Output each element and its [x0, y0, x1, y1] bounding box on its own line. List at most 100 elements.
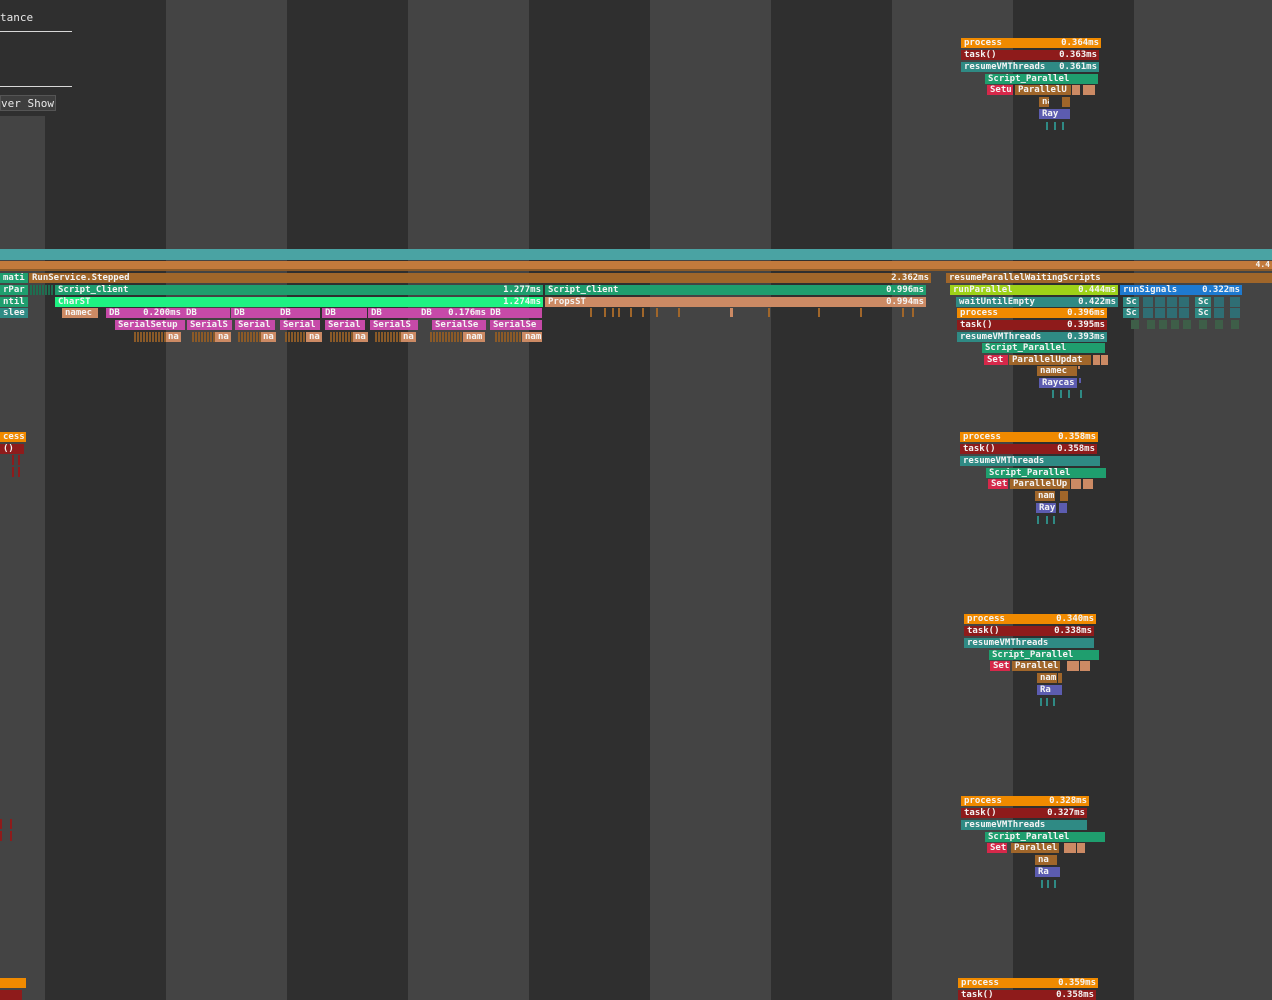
flame-tick [0, 831, 2, 841]
flame-bar-worker[interactable] [0, 990, 22, 1000]
flame-bar-main[interactable]: na [400, 332, 416, 342]
flame-bar-worker[interactable]: process 0.359ms [958, 978, 1098, 988]
flame-bar-worker[interactable]: resumeVMThreads [964, 638, 1094, 648]
flame-bar-main[interactable]: na [352, 332, 368, 342]
flame-bar-main[interactable]: SerialS [187, 320, 232, 330]
flame-bar-worker[interactable]: Set [990, 661, 1010, 671]
flame-bar-worker[interactable]: Setu [987, 85, 1013, 95]
flame-bar-worker[interactable]: Ray [1036, 503, 1056, 513]
flame-bar-worker[interactable]: resumeVMThreads [961, 820, 1087, 830]
flame-bar-worker[interactable]: cess [0, 432, 26, 442]
flame-bar-main[interactable]: CharST 1.274ms [55, 297, 543, 307]
flame-bar-worker[interactable]: Script_Parallel [985, 832, 1105, 842]
flame-bar-duration: 0.338ms [1054, 626, 1092, 636]
flame-bar-worker[interactable]: task() 0.338ms [964, 626, 1094, 636]
flame-bar-main[interactable]: namec [1037, 366, 1077, 376]
flame-bar-main[interactable]: ParallelUpdat [1009, 355, 1091, 365]
flame-bar-worker[interactable]: nam [1039, 97, 1049, 107]
flame-bar-main[interactable]: DB [368, 308, 418, 318]
flame-bar-worker[interactable]: task() 0.358ms [958, 990, 1096, 1000]
flame-bar-main[interactable]: DB 0.176ms [418, 308, 488, 318]
flame-bar-main[interactable]: DB [183, 308, 230, 318]
flame-bar-main[interactable]: Serial [235, 320, 275, 330]
flame-bar-main[interactable]: task() 0.395ms [957, 320, 1107, 330]
flame-bar-main[interactable]: RunService.Stepped 2.362ms [29, 273, 931, 283]
flame-bar-main[interactable]: runSignals 0.322ms [1120, 285, 1242, 295]
flame-bar-main[interactable]: Set [984, 355, 1008, 365]
flame-bar-main[interactable]: Serial [280, 320, 320, 330]
flame-bar-main[interactable]: waitUntilEmpty 0.422ms [956, 297, 1118, 307]
flame-bar-main[interactable]: nam [522, 332, 542, 342]
flame-bar-worker[interactable]: na [1035, 855, 1055, 865]
flame-bar-main[interactable]: Script_Client 1.277ms [55, 285, 543, 295]
flame-bar-duration: 0.328ms [1049, 796, 1087, 806]
flame-bar-main[interactable]: SerialS [370, 320, 418, 330]
flame-bar-worker[interactable]: Ra [1037, 685, 1057, 695]
flame-bar-main[interactable]: Serial [325, 320, 365, 330]
flame-bar-main[interactable]: mati [0, 273, 28, 283]
flame-bar-worker[interactable]: Set [987, 843, 1007, 853]
flame-bar-main[interactable]: DB [277, 308, 320, 318]
flame-bar-worker[interactable]: Script_Parallel [986, 468, 1106, 478]
flame-bar-main[interactable]: Sc [1123, 308, 1139, 318]
flame-bar-worker[interactable]: process 0.340ms [964, 614, 1096, 624]
flame-bar-main[interactable]: SerialSe [490, 320, 542, 330]
flame-bar-main[interactable]: DB [231, 308, 277, 318]
flame-bar-main[interactable]: na [306, 332, 322, 342]
flame-bar-label: Serial [328, 320, 361, 330]
flame-bar-worker[interactable]: nam [1037, 673, 1057, 683]
flame-tick [618, 308, 620, 317]
flame-bar-worker[interactable] [0, 978, 26, 988]
flame-bar-worker[interactable]: Script_Parallel [989, 650, 1099, 660]
flame-bar-main[interactable]: nam [463, 332, 485, 342]
flame-bar-worker[interactable]: () [0, 444, 24, 454]
flame-bar-main[interactable]: runParallel 0.444ms [950, 285, 1118, 295]
flame-bar-label: resumeVMThreads [967, 638, 1049, 648]
flame-bar-main[interactable]: SerialSe [432, 320, 486, 330]
flame-bar-main[interactable]: Script_Parallel [982, 343, 1105, 353]
flame-bar-main[interactable]: rPar [0, 285, 28, 295]
flame-bar-worker[interactable]: Ray [1039, 109, 1067, 119]
flame-bar-main[interactable]: DB 0.200ms [106, 308, 183, 318]
flame-bar-main[interactable]: resumeVMThreads 0.393ms [957, 332, 1107, 342]
flame-bar-main[interactable]: Sc [1195, 308, 1211, 318]
flame-bar-worker[interactable]: resumeVMThreads 0.361ms [961, 62, 1099, 72]
flame-bar-worker[interactable]: Parallel [1012, 661, 1060, 671]
flame-bar-main[interactable]: Raycas [1039, 378, 1077, 388]
flame-bar-worker[interactable]: ParallelUp [1010, 479, 1070, 489]
flame-bar-worker[interactable]: process 0.358ms [960, 432, 1098, 442]
flame-bar-worker[interactable]: Set [988, 479, 1008, 489]
flame-tick [348, 332, 350, 342]
flame-bar-worker[interactable]: task() 0.363ms [961, 50, 1099, 60]
show-button[interactable]: ver Show [0, 95, 56, 111]
frame-bar[interactable]: 4.4 [0, 261, 1272, 269]
flame-bar-worker[interactable]: Ra [1035, 867, 1055, 877]
frame-band[interactable] [0, 249, 1272, 260]
flame-bar-main[interactable]: DB [487, 308, 542, 318]
flame-bar-main[interactable]: resumeParallelWaitingScripts [946, 273, 1272, 283]
flame-bar-main[interactable]: na [165, 332, 181, 342]
flame-bar-main[interactable]: ntil [0, 297, 28, 307]
flame-bar-main[interactable]: process 0.396ms [957, 308, 1107, 318]
flame-tick [1064, 843, 1076, 853]
flame-bar-main[interactable]: Script_Client 0.996ms [545, 285, 926, 295]
flame-bar-main[interactable]: Sc [1123, 297, 1139, 307]
flame-bar-worker[interactable]: ParallelU [1015, 85, 1071, 95]
flame-bar-main[interactable]: na [260, 332, 276, 342]
flame-bar-worker[interactable]: resumeVMThreads [960, 456, 1100, 466]
flame-bar-main[interactable]: PropsST 0.994ms [545, 297, 926, 307]
flame-bar-main[interactable]: SerialSetup [115, 320, 185, 330]
flame-bar-main[interactable]: namec [62, 308, 98, 318]
flame-bar-worker[interactable]: task() 0.327ms [961, 808, 1087, 818]
flame-bar-worker[interactable]: Script_Parallel [985, 74, 1098, 84]
flame-bar-worker[interactable]: nam [1035, 491, 1055, 501]
flame-bar-main[interactable]: DB [322, 308, 367, 318]
flame-bar-worker[interactable]: Parallel [1011, 843, 1059, 853]
flame-bar-main[interactable]: Sc [1195, 297, 1211, 307]
flame-bar-worker[interactable]: task() 0.358ms [960, 444, 1097, 454]
flame-bar-label: process [964, 38, 1002, 48]
flame-bar-worker[interactable]: process 0.328ms [961, 796, 1089, 806]
flame-bar-main[interactable]: slee [0, 308, 28, 318]
flame-bar-worker[interactable]: process 0.364ms [961, 38, 1101, 48]
flame-bar-main[interactable]: na [215, 332, 231, 342]
